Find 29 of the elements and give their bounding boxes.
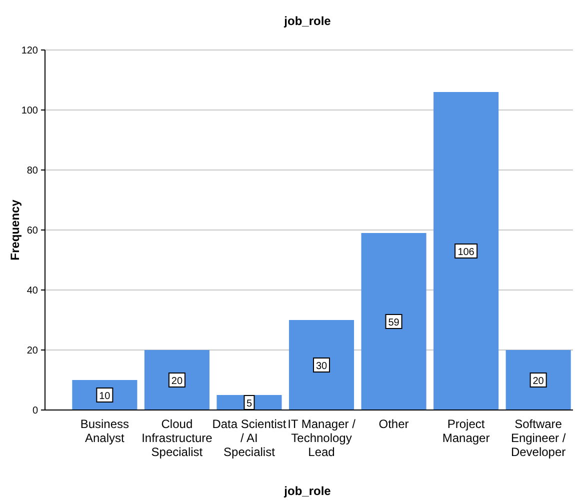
data-label: 106 [458, 247, 475, 258]
x-tick-label: Project Manager [442, 417, 490, 445]
chart-title: job_role [283, 14, 332, 28]
y-tick-label: 80 [26, 166, 38, 176]
data-label: 30 [316, 361, 328, 372]
bar [144, 350, 210, 410]
bar [434, 92, 499, 410]
data-label: 10 [99, 391, 111, 402]
bar [506, 350, 571, 410]
data-label: 59 [388, 318, 400, 328]
y-tick-label: 0 [32, 406, 38, 416]
data-label: 20 [171, 376, 183, 387]
x-tick-label: Cloud Infrastructure Specialist [142, 417, 213, 459]
x-tick-label: Business Analyst [80, 417, 130, 445]
x-tick-label: Software Engineer / Developer [510, 417, 566, 459]
data-label: 5 [246, 398, 252, 410]
y-tick-label: 120 [21, 46, 38, 56]
y-tick-label: 60 [26, 226, 38, 236]
y-tick-label: 40 [26, 286, 38, 296]
x-tick-label: Other [378, 417, 409, 431]
y-tick-label: 20 [26, 346, 38, 356]
y-tick-label: 100 [21, 106, 38, 116]
data-label: 20 [532, 376, 544, 387]
y-axis-title: Frequency [8, 199, 22, 260]
bar [361, 233, 426, 410]
x-tick-label: Data Scientist / AI Specialist [212, 417, 287, 459]
bar [288, 320, 354, 410]
x-tick-label: IT Manager / Technology Lead [288, 417, 356, 459]
x-axis-title: job_role [283, 484, 332, 498]
